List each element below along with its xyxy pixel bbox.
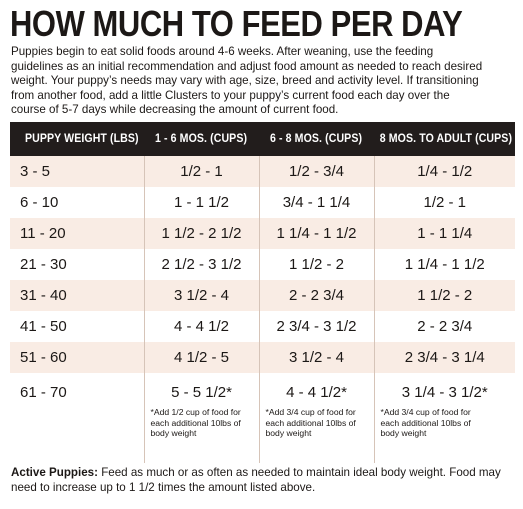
notes-spacer xyxy=(10,403,145,463)
intro-line: course of 5-7 days while decreasing the … xyxy=(11,103,339,117)
cups-8-adult-cell: 2 - 2 3/4 xyxy=(374,311,515,342)
table-row: 6 - 10 1 - 1 1/2 3/4 - 1 1/4 1/2 - 1 xyxy=(10,187,515,218)
footer-text: Feed as much or as often as needed to ma… xyxy=(97,466,501,479)
cups-1-6-cell: 1 - 1 1/2 xyxy=(144,187,260,218)
weight-cell: 51 - 60 xyxy=(10,342,145,373)
header-1-6-months: 1 - 6 MOS. (CUPS) xyxy=(144,122,259,156)
table-row: 3 - 5 1/2 - 1 1/2 - 3/4 1/4 - 1/2 xyxy=(10,156,515,187)
footer-line: need to increase up to 1 1/2 times the a… xyxy=(11,480,316,494)
cups-6-8-cell: 1/2 - 3/4 xyxy=(259,156,375,187)
intro-line: weight. Your puppy’s needs may vary with… xyxy=(11,74,479,88)
weight-cell: 61 - 70 xyxy=(10,373,145,403)
weight-cell: 3 - 5 xyxy=(10,156,145,187)
table-row: 31 - 40 3 1/2 - 4 2 - 2 3/4 1 1/2 - 2 xyxy=(10,280,515,311)
table-header-row: PUPPY WEIGHT (LBS) 1 - 6 MOS. (CUPS) 6 -… xyxy=(10,122,515,156)
weight-cell: 21 - 30 xyxy=(10,249,145,280)
table-row: 41 - 50 4 - 4 1/2 2 3/4 - 3 1/2 2 - 2 3/… xyxy=(10,311,515,342)
footnote: *Add 1/2 cup of food for each additional… xyxy=(150,407,241,438)
cups-6-8-cell: 1 1/2 - 2 xyxy=(259,249,375,280)
cups-8-adult-cell: 3 1/4 - 3 1/2* xyxy=(374,373,515,403)
cups-6-8-cell: 3 1/2 - 4 xyxy=(259,342,375,373)
cups-6-8-cell: 2 3/4 - 3 1/2 xyxy=(259,311,375,342)
table-row: 61 - 70 5 - 5 1/2* 4 - 4 1/2* 3 1/4 - 3 … xyxy=(10,373,515,403)
table-row: 21 - 30 2 1/2 - 3 1/2 1 1/2 - 2 1 1/4 - … xyxy=(10,249,515,280)
intro-line: Puppies begin to eat solid foods around … xyxy=(11,45,434,58)
active-puppies-label: Active Puppies: xyxy=(11,466,98,479)
intro-paragraph: Puppies begin to eat solid foods around … xyxy=(11,45,516,118)
note-6-8-cell: *Add 3/4 cup of food for each additional… xyxy=(259,403,375,463)
weight-cell: 11 - 20 xyxy=(10,218,145,249)
intro-line: from another food, add a little Clusters… xyxy=(11,88,450,102)
footer-line: Active Puppies: Feed as much or as often… xyxy=(11,466,516,481)
weight-cell: 41 - 50 xyxy=(10,311,145,342)
table-notes-row: *Add 1/2 cup of food for each additional… xyxy=(10,403,515,463)
cups-6-8-cell: 1 1/4 - 1 1/2 xyxy=(259,218,375,249)
table-row: 51 - 60 4 1/2 - 5 3 1/2 - 4 2 3/4 - 3 1/… xyxy=(10,342,515,373)
header-puppy-weight: PUPPY WEIGHT (LBS) xyxy=(10,122,144,156)
intro-line: guidelines as an initial recommendation … xyxy=(11,59,483,73)
cups-1-6-cell: 5 - 5 1/2* xyxy=(144,373,260,403)
cups-8-adult-cell: 1 - 1 1/4 xyxy=(374,218,515,249)
weight-cell: 31 - 40 xyxy=(10,280,145,311)
cups-8-adult-cell: 1/4 - 1/2 xyxy=(374,156,515,187)
header-8-months-adult: 8 MOS. TO ADULT (CUPS) xyxy=(374,122,515,156)
note-1-6-cell: *Add 1/2 cup of food for each additional… xyxy=(144,403,260,463)
weight-cell: 6 - 10 xyxy=(10,187,145,218)
table-row: 11 - 20 1 1/2 - 2 1/2 1 1/4 - 1 1/2 1 - … xyxy=(10,218,515,249)
cups-8-adult-cell: 2 3/4 - 3 1/4 xyxy=(374,342,515,373)
cups-1-6-cell: 4 - 4 1/2 xyxy=(144,311,260,342)
cups-8-adult-cell: 1/2 - 1 xyxy=(374,187,515,218)
cups-1-6-cell: 4 1/2 - 5 xyxy=(144,342,260,373)
cups-1-6-cell: 3 1/2 - 4 xyxy=(144,280,260,311)
cups-6-8-cell: 4 - 4 1/2* xyxy=(259,373,375,403)
cups-8-adult-cell: 1 1/2 - 2 xyxy=(374,280,515,311)
header-6-8-months: 6 - 8 MOS. (CUPS) xyxy=(259,122,374,156)
page-title: HOW MUCH TO FEED PER DAY xyxy=(10,3,463,44)
cups-1-6-cell: 2 1/2 - 3 1/2 xyxy=(144,249,260,280)
cups-1-6-cell: 1/2 - 1 xyxy=(144,156,260,187)
cups-1-6-cell: 1 1/2 - 2 1/2 xyxy=(144,218,260,249)
cups-8-adult-cell: 1 1/4 - 1 1/2 xyxy=(374,249,515,280)
cups-6-8-cell: 2 - 2 3/4 xyxy=(259,280,375,311)
cups-6-8-cell: 3/4 - 1 1/4 xyxy=(259,187,375,218)
active-puppies-note: Active Puppies: Feed as much or as often… xyxy=(11,466,516,495)
feeding-table: PUPPY WEIGHT (LBS) 1 - 6 MOS. (CUPS) 6 -… xyxy=(10,122,515,463)
note-8-adult-cell: *Add 3/4 cup of food for each additional… xyxy=(374,403,515,463)
footnote: *Add 3/4 cup of food for each additional… xyxy=(265,407,356,438)
footnote: *Add 3/4 cup of food for each additional… xyxy=(380,407,471,438)
